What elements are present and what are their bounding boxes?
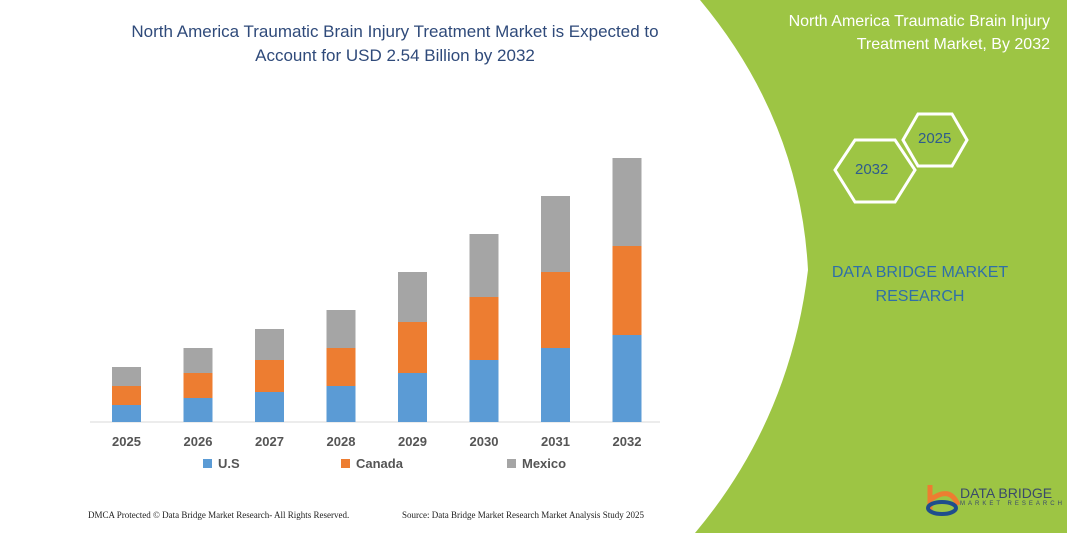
bar-mexico-2032 [612, 158, 642, 246]
bar-canada-2025 [112, 386, 141, 405]
bar-us-2027 [255, 392, 284, 422]
hex-2025 [901, 112, 969, 168]
bar-mexico-2031 [541, 196, 570, 272]
bar-mexico-2025 [112, 367, 141, 386]
legend-us: U.S [203, 456, 240, 471]
x-tick-2027: 2027 [255, 434, 284, 449]
bar-canada-2028 [326, 348, 356, 386]
brand-text: DATA BRIDGE MARKET RESEARCH [831, 264, 1009, 305]
bar-canada-2031 [541, 272, 570, 348]
hex-2032 [833, 138, 917, 204]
hex-label-2025: 2025 [918, 130, 952, 147]
bar-canada-2029 [398, 322, 427, 373]
x-tick-2025: 2025 [112, 434, 141, 449]
bar-canada-2026 [183, 373, 213, 398]
bar-mexico-2029 [398, 272, 427, 322]
legend-mexico: Mexico [507, 456, 566, 471]
bar-us-2028 [326, 386, 356, 422]
green-panel [695, 0, 1067, 533]
side-title: North America Traumatic Brain Injury Tre… [788, 13, 1050, 53]
bar-mexico-2026 [183, 348, 213, 373]
bar-mexico-2028 [326, 310, 356, 348]
x-tick-2028: 2028 [327, 434, 356, 449]
bar-us-2026 [183, 398, 213, 422]
hex-label-2032: 2032 [855, 161, 889, 178]
bar-us-2030 [469, 360, 499, 422]
x-tick-2030: 2030 [470, 434, 499, 449]
bar-us-2032 [612, 335, 642, 422]
bar-canada-2032 [612, 246, 642, 335]
bar-us-2025 [112, 405, 141, 422]
logo-swoosh [926, 500, 958, 516]
logo: DATA BRIDGE MARKET RESEARCH [960, 485, 1065, 507]
bar-canada-2030 [469, 297, 499, 360]
bar-mexico-2027 [255, 329, 284, 360]
footer-source: Source: Data Bridge Market Research Mark… [402, 510, 644, 520]
page-title: North America Traumatic Brain Injury Tre… [131, 22, 659, 65]
x-tick-2032: 2032 [613, 434, 642, 449]
x-tick-2026: 2026 [184, 434, 213, 449]
bar-mexico-2030 [469, 234, 499, 297]
x-tick-2031: 2031 [541, 434, 570, 449]
bar-canada-2027 [255, 360, 284, 392]
bar-us-2029 [398, 373, 427, 422]
legend-canada: Canada [341, 456, 403, 471]
bar-us-2031 [541, 348, 570, 422]
footer-copyright: DMCA Protected © Data Bridge Market Rese… [88, 510, 350, 520]
x-tick-2029: 2029 [398, 434, 427, 449]
